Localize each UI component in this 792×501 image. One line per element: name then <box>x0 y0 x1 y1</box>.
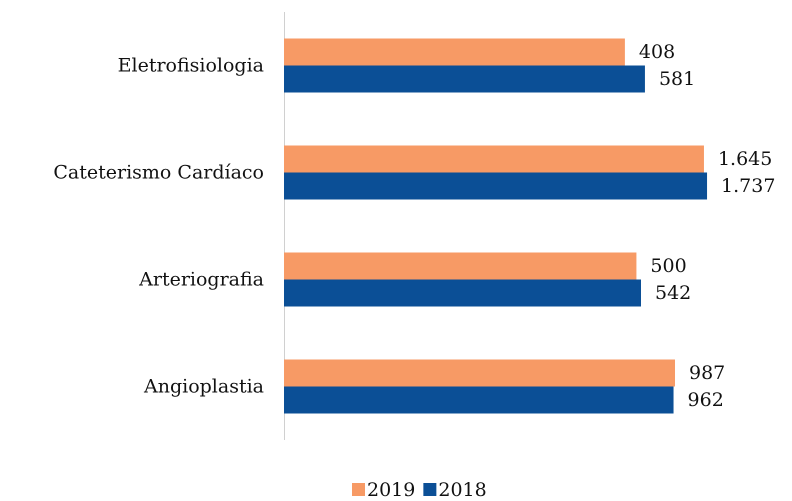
y-tick-label: Eletrofisiologia <box>118 55 264 77</box>
data-label: 581 <box>659 68 695 90</box>
bar <box>284 145 704 173</box>
bar <box>284 279 641 307</box>
data-label: 987 <box>689 362 725 384</box>
bar <box>284 252 637 280</box>
bar <box>284 359 675 387</box>
data-label: 500 <box>650 255 686 277</box>
bar <box>284 172 708 200</box>
bar <box>284 38 625 66</box>
bar <box>284 65 645 93</box>
data-label: 1.737 <box>721 175 775 197</box>
y-tick-label: Arteriografia <box>138 269 264 291</box>
bar <box>284 386 674 414</box>
data-label: 542 <box>655 282 691 304</box>
data-label: 408 <box>639 41 675 63</box>
legend-swatch <box>423 483 437 496</box>
data-label: 1.645 <box>718 148 772 170</box>
y-tick-label: Angioplastia <box>143 376 264 398</box>
legend-swatch <box>352 483 365 496</box>
data-label: 962 <box>688 389 724 411</box>
legend-label: 2018 <box>438 479 486 501</box>
y-tick-label: Cateterismo Cardíaco <box>53 162 264 184</box>
legend-label: 2019 <box>367 479 415 501</box>
